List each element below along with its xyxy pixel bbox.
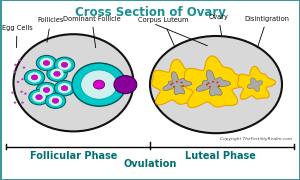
Ellipse shape [72, 63, 126, 106]
Polygon shape [183, 56, 248, 108]
Ellipse shape [176, 81, 178, 82]
Ellipse shape [24, 93, 27, 95]
Ellipse shape [43, 87, 50, 93]
Ellipse shape [18, 59, 21, 61]
Polygon shape [247, 78, 263, 91]
Polygon shape [163, 72, 192, 95]
Ellipse shape [14, 34, 134, 131]
Text: Ovary: Ovary [208, 14, 228, 35]
Ellipse shape [40, 58, 53, 68]
Ellipse shape [114, 76, 137, 94]
Text: Follicular Phase: Follicular Phase [30, 151, 117, 161]
Ellipse shape [209, 86, 211, 87]
Ellipse shape [58, 60, 71, 70]
Ellipse shape [212, 81, 214, 82]
Ellipse shape [52, 98, 59, 103]
Ellipse shape [24, 70, 45, 85]
Ellipse shape [40, 85, 53, 95]
Ellipse shape [36, 95, 42, 100]
Ellipse shape [36, 82, 57, 98]
Ellipse shape [54, 81, 75, 96]
Ellipse shape [14, 102, 16, 104]
Ellipse shape [61, 86, 68, 91]
Ellipse shape [29, 89, 49, 105]
Ellipse shape [150, 36, 282, 133]
Ellipse shape [43, 60, 50, 66]
Ellipse shape [20, 91, 23, 93]
Ellipse shape [182, 85, 184, 87]
Polygon shape [196, 70, 230, 96]
Ellipse shape [28, 72, 41, 83]
Text: Disintigration: Disintigration [244, 16, 290, 48]
Ellipse shape [47, 66, 67, 82]
Ellipse shape [21, 102, 24, 104]
Ellipse shape [50, 69, 64, 79]
Text: Ovulation: Ovulation [123, 159, 177, 169]
Text: Luteal Phase: Luteal Phase [185, 151, 256, 161]
Text: Dominant Follicle: Dominant Follicle [63, 16, 121, 48]
Ellipse shape [36, 55, 57, 71]
Ellipse shape [14, 64, 17, 66]
Ellipse shape [93, 80, 105, 89]
Ellipse shape [207, 82, 209, 84]
Ellipse shape [217, 82, 218, 83]
Ellipse shape [218, 85, 220, 87]
Ellipse shape [32, 92, 46, 102]
Ellipse shape [49, 96, 62, 106]
FancyBboxPatch shape [2, 1, 298, 179]
Ellipse shape [123, 82, 126, 85]
Polygon shape [152, 59, 207, 105]
Ellipse shape [81, 70, 117, 99]
Ellipse shape [13, 71, 16, 73]
Text: Egg Cells: Egg Cells [2, 25, 32, 48]
Ellipse shape [58, 83, 71, 93]
Ellipse shape [54, 71, 60, 76]
Text: Follicles: Follicles [38, 17, 64, 42]
Text: Copyright TheFertilityRealm.com: Copyright TheFertilityRealm.com [220, 137, 292, 141]
Ellipse shape [172, 82, 174, 84]
Ellipse shape [31, 75, 38, 80]
Polygon shape [238, 66, 275, 99]
Ellipse shape [17, 81, 20, 83]
Ellipse shape [45, 93, 66, 108]
Ellipse shape [173, 86, 175, 87]
Ellipse shape [61, 62, 68, 67]
Ellipse shape [23, 66, 25, 69]
Ellipse shape [170, 84, 172, 85]
Ellipse shape [181, 82, 182, 83]
Ellipse shape [206, 84, 208, 85]
Text: Cross Section of Ovary: Cross Section of Ovary [75, 6, 225, 19]
Text: Corpus Luteum: Corpus Luteum [138, 17, 188, 46]
Ellipse shape [21, 78, 24, 80]
Ellipse shape [54, 57, 75, 72]
Ellipse shape [11, 92, 14, 94]
